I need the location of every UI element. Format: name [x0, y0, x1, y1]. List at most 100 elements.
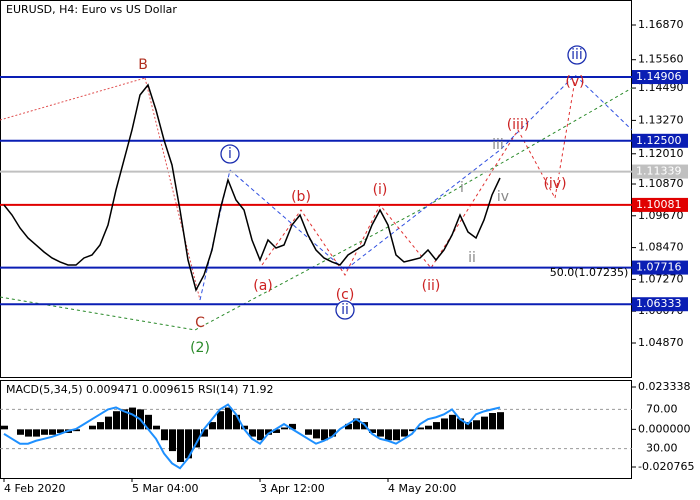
macd-bar — [393, 429, 400, 441]
y-tick-label: 1.14490 — [638, 81, 684, 94]
macd-bar — [289, 423, 296, 430]
level-box — [632, 133, 688, 148]
x-tick-label: 4 Feb 2020 — [4, 482, 65, 495]
level-label: 1.07716 — [636, 261, 682, 274]
y-tick-label: 1.15560 — [638, 53, 684, 66]
macd-bar — [129, 407, 136, 430]
wave-label: iv — [497, 189, 509, 205]
y-tick-label: 1.07270 — [638, 272, 684, 285]
wave-circle — [220, 144, 240, 164]
indicator-title: MACD(5,34,5) 0.009471 0.009615 RSI(14) 7… — [6, 383, 273, 396]
macd-bar — [457, 418, 464, 430]
macd-bar — [217, 411, 224, 430]
level-box — [632, 164, 688, 179]
macd-bar — [97, 422, 104, 430]
wave-line — [229, 74, 633, 271]
macd-bar — [417, 427, 424, 430]
wave-label: (i) — [373, 182, 388, 198]
macd-bar — [145, 414, 152, 430]
macd-bar — [33, 429, 40, 437]
wave-label: (ii) — [422, 278, 441, 294]
wave-label: C — [195, 315, 205, 331]
x-tick-label: 5 Mar 04:00 — [132, 482, 198, 495]
wave-label: (iv) — [543, 176, 566, 192]
macd-bar — [449, 414, 456, 430]
wave-line — [0, 87, 633, 331]
wave-label: ii — [468, 250, 476, 266]
macd-bar — [193, 429, 200, 448]
macd-bar — [113, 411, 120, 430]
macd-bar — [353, 418, 360, 430]
indicator-frame — [0, 380, 632, 479]
macd-bar — [401, 429, 408, 437]
macd-bar — [89, 425, 96, 430]
y-tick-label: 1.10870 — [638, 177, 684, 190]
chart-title: EURUSD, H4: Euro vs US Dollar — [6, 3, 177, 16]
macd-bar — [177, 429, 184, 462]
macd-bar — [345, 423, 352, 430]
y-tick-label: 1.08470 — [638, 241, 684, 254]
macd-bar — [473, 420, 480, 430]
macd-bar — [369, 429, 376, 433]
macd-bar — [161, 429, 168, 441]
level-label: 1.10081 — [636, 198, 682, 211]
macd-bar — [201, 429, 208, 437]
macd-bar — [233, 414, 240, 430]
wave-label: (iii) — [507, 117, 530, 133]
level-box — [632, 260, 688, 275]
macd-bar — [305, 429, 312, 435]
macd-bar — [153, 425, 160, 430]
y-tick-label: 0.000000 — [638, 422, 691, 435]
y-tick-label: 1.13270 — [638, 113, 684, 126]
level-box — [632, 70, 688, 85]
wave-label: ii — [341, 302, 349, 318]
macd-bar — [57, 429, 64, 433]
macd-bar — [409, 429, 416, 432]
macd-bar — [441, 418, 448, 430]
macd-bar — [465, 422, 472, 430]
wave-label: B — [138, 57, 148, 73]
macd-bar — [385, 429, 392, 441]
macd-bar — [1, 425, 8, 430]
macd-bar — [185, 429, 192, 459]
wave-label: (c) — [336, 287, 355, 303]
wave-line — [261, 79, 576, 276]
wave-label: 50.0(1.07235) — [550, 266, 629, 279]
macd-bar — [425, 425, 432, 430]
macd-bar — [121, 409, 128, 430]
level-label: 1.14906 — [636, 70, 682, 83]
y-tick-label: 1.04870 — [638, 336, 684, 349]
macd-bar — [329, 429, 336, 437]
macd-bar — [169, 429, 176, 452]
macd-bar — [17, 429, 24, 435]
macd-bar — [241, 425, 248, 430]
level-label: 1.12500 — [636, 134, 682, 147]
macd-bar — [433, 422, 440, 430]
macd-bar — [209, 422, 216, 430]
x-tick-label: 4 May 20:00 — [388, 482, 456, 495]
macd-bar — [281, 427, 288, 430]
wave-label: (2) — [190, 340, 210, 356]
macd-bar — [273, 429, 280, 433]
level-label: 1.11339 — [636, 165, 682, 178]
wave-label: iii — [492, 137, 504, 153]
macd-bar — [313, 429, 320, 439]
wave-label: i — [460, 180, 464, 196]
macd-bar — [105, 416, 112, 430]
y2-tick-label: 70.00 — [646, 402, 678, 415]
macd-bar — [41, 429, 48, 435]
y-tick-label: 1.16870 — [638, 18, 684, 31]
macd-bar — [225, 407, 232, 430]
macd-bar — [249, 429, 256, 437]
level-label: 1.06333 — [636, 297, 682, 310]
macd-bar — [489, 413, 496, 430]
macd-bar — [49, 429, 56, 435]
level-box — [632, 297, 688, 312]
level-box — [632, 197, 688, 212]
y-tick-label: 0.023338 — [638, 380, 691, 393]
macd-bar — [497, 412, 504, 430]
price-line — [3, 83, 501, 293]
wave-label: i — [228, 146, 232, 162]
wave-circle — [335, 300, 355, 320]
